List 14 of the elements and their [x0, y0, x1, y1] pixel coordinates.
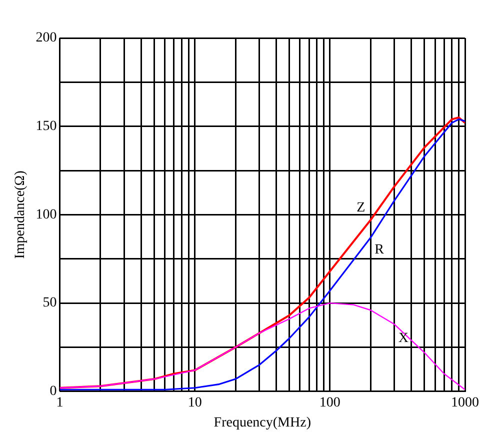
y-axis-title: Impendance(Ω)	[13, 170, 28, 259]
series-label: X	[398, 330, 408, 346]
y-tick-label: 50	[42, 296, 57, 311]
x-axis-title: Frequency(MHz)	[214, 415, 312, 430]
y-tick-label: 100	[36, 207, 57, 222]
y-tick-label: 150	[36, 119, 57, 134]
x-tick-label: 10	[188, 395, 202, 410]
series-label: Z	[356, 200, 366, 216]
x-tick-label: 1	[56, 395, 64, 410]
y-tick-label: 0	[50, 384, 57, 400]
x-tick-label: 1000	[451, 395, 479, 410]
series-label: R	[374, 242, 385, 258]
y-tick-label: 200	[36, 30, 57, 46]
x-tick-label: 100	[319, 395, 340, 410]
